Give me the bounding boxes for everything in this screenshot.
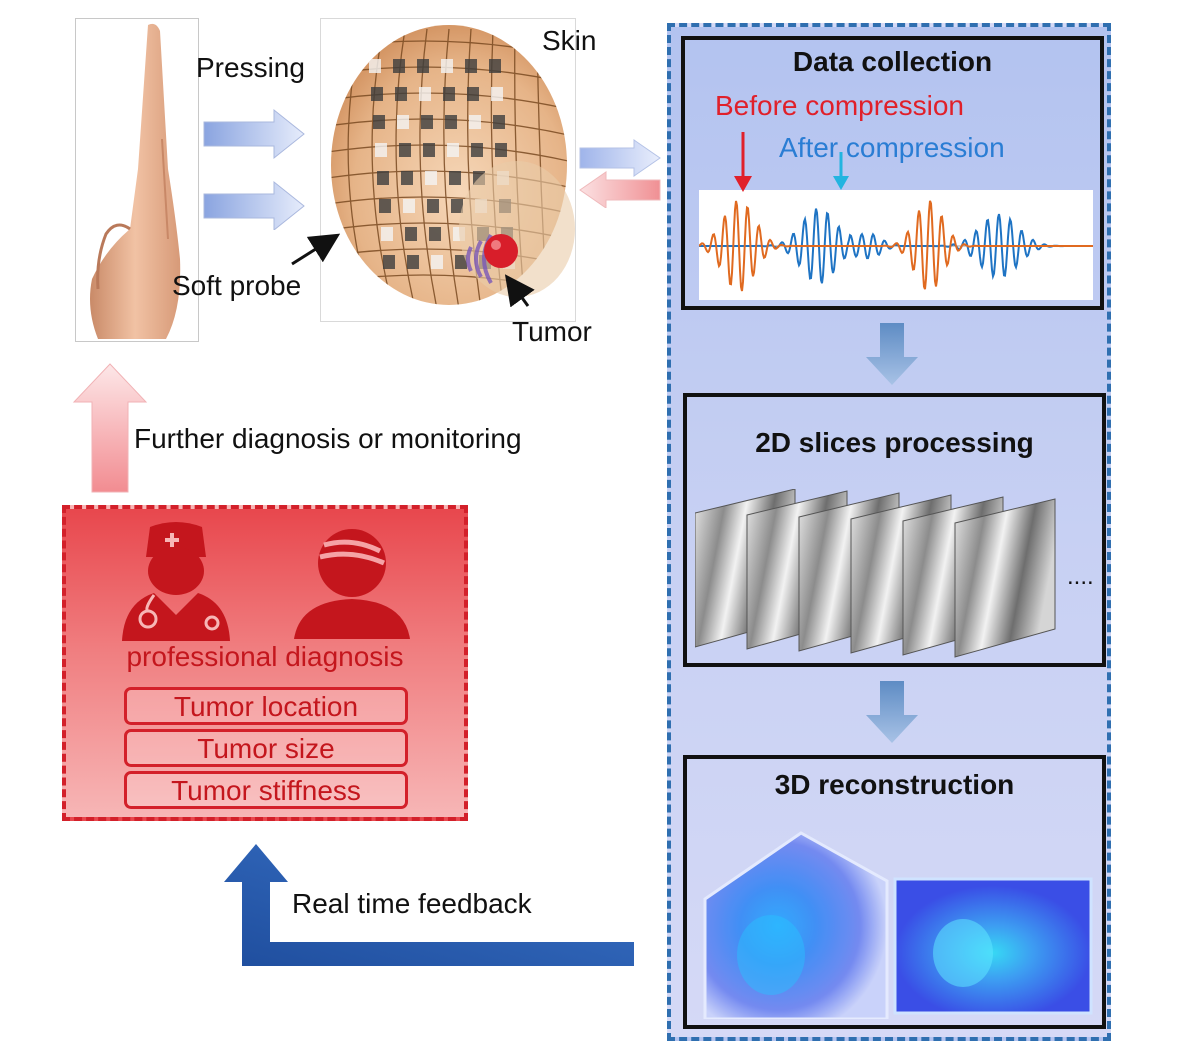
volume-left — [703, 831, 889, 1019]
after-pointer-icon — [833, 176, 849, 190]
after-signal-line — [699, 208, 1093, 284]
slices-stage: 2D slices processing .... — [683, 393, 1106, 667]
feedback-label: Real time feedback — [292, 888, 532, 919]
press-arrow-bottom — [203, 180, 305, 230]
patient-icon — [294, 529, 410, 639]
hand-image-panel — [75, 18, 199, 342]
slices-ellipsis: .... — [1067, 563, 1094, 590]
diagnosis-panel: professional diagnosis Tumor location Tu… — [62, 505, 468, 821]
slices-title: 2D slices processing — [755, 427, 1034, 458]
slice-6 — [954, 498, 1056, 658]
signal-pointers — [734, 132, 849, 192]
pressing-arrows — [203, 108, 305, 230]
tumor-label: Tumor — [512, 316, 592, 347]
before-signal-line — [699, 200, 1093, 292]
to-probe-arrow — [579, 171, 661, 208]
before-pointer-icon — [734, 176, 752, 192]
data-collection-stage: Data collection Before compression After… — [681, 36, 1104, 310]
after-compression-label: After compression — [779, 132, 1005, 163]
further-diagnosis-label: Further diagnosis or monitoring — [134, 423, 522, 454]
doctor-icon — [122, 522, 230, 641]
exchange-arrows — [579, 139, 661, 208]
workflow-panel: Data collection Before compression After… — [667, 23, 1111, 1041]
probe-icon — [331, 25, 575, 305]
down-arrow-1 — [866, 323, 918, 385]
slices-visual — [695, 489, 1056, 658]
hand-icon — [90, 23, 181, 339]
before-compression-label: Before compression — [715, 90, 965, 121]
reconstruction-title: 3D reconstruction — [774, 769, 1015, 800]
diagnosis-item-location: Tumor location — [124, 687, 408, 725]
diagnosis-item-size: Tumor size — [124, 729, 408, 767]
to-workflow-arrow — [579, 139, 661, 177]
probe-image-panel — [320, 18, 576, 322]
diagnosis-item-stiffness: Tumor stiffness — [124, 771, 408, 809]
further-diagnosis-arrow — [72, 363, 148, 493]
tumor-icon — [484, 234, 518, 268]
press-arrow-top — [203, 108, 305, 160]
skin-label: Skin — [542, 25, 597, 56]
soft-probe-label: Soft probe — [172, 270, 302, 301]
down-arrow-2 — [866, 681, 918, 743]
signal-plot — [699, 190, 1093, 300]
volume-right — [893, 877, 1093, 1015]
reconstruction-stage: 3D reconstruction — [683, 755, 1106, 1029]
pressing-label: Pressing — [196, 52, 305, 83]
reconstruction-visual — [703, 831, 1093, 1019]
feedback-arrow — [224, 844, 634, 966]
data-collection-title: Data collection — [792, 46, 993, 77]
diagnosis-title: professional diagnosis — [126, 641, 404, 672]
